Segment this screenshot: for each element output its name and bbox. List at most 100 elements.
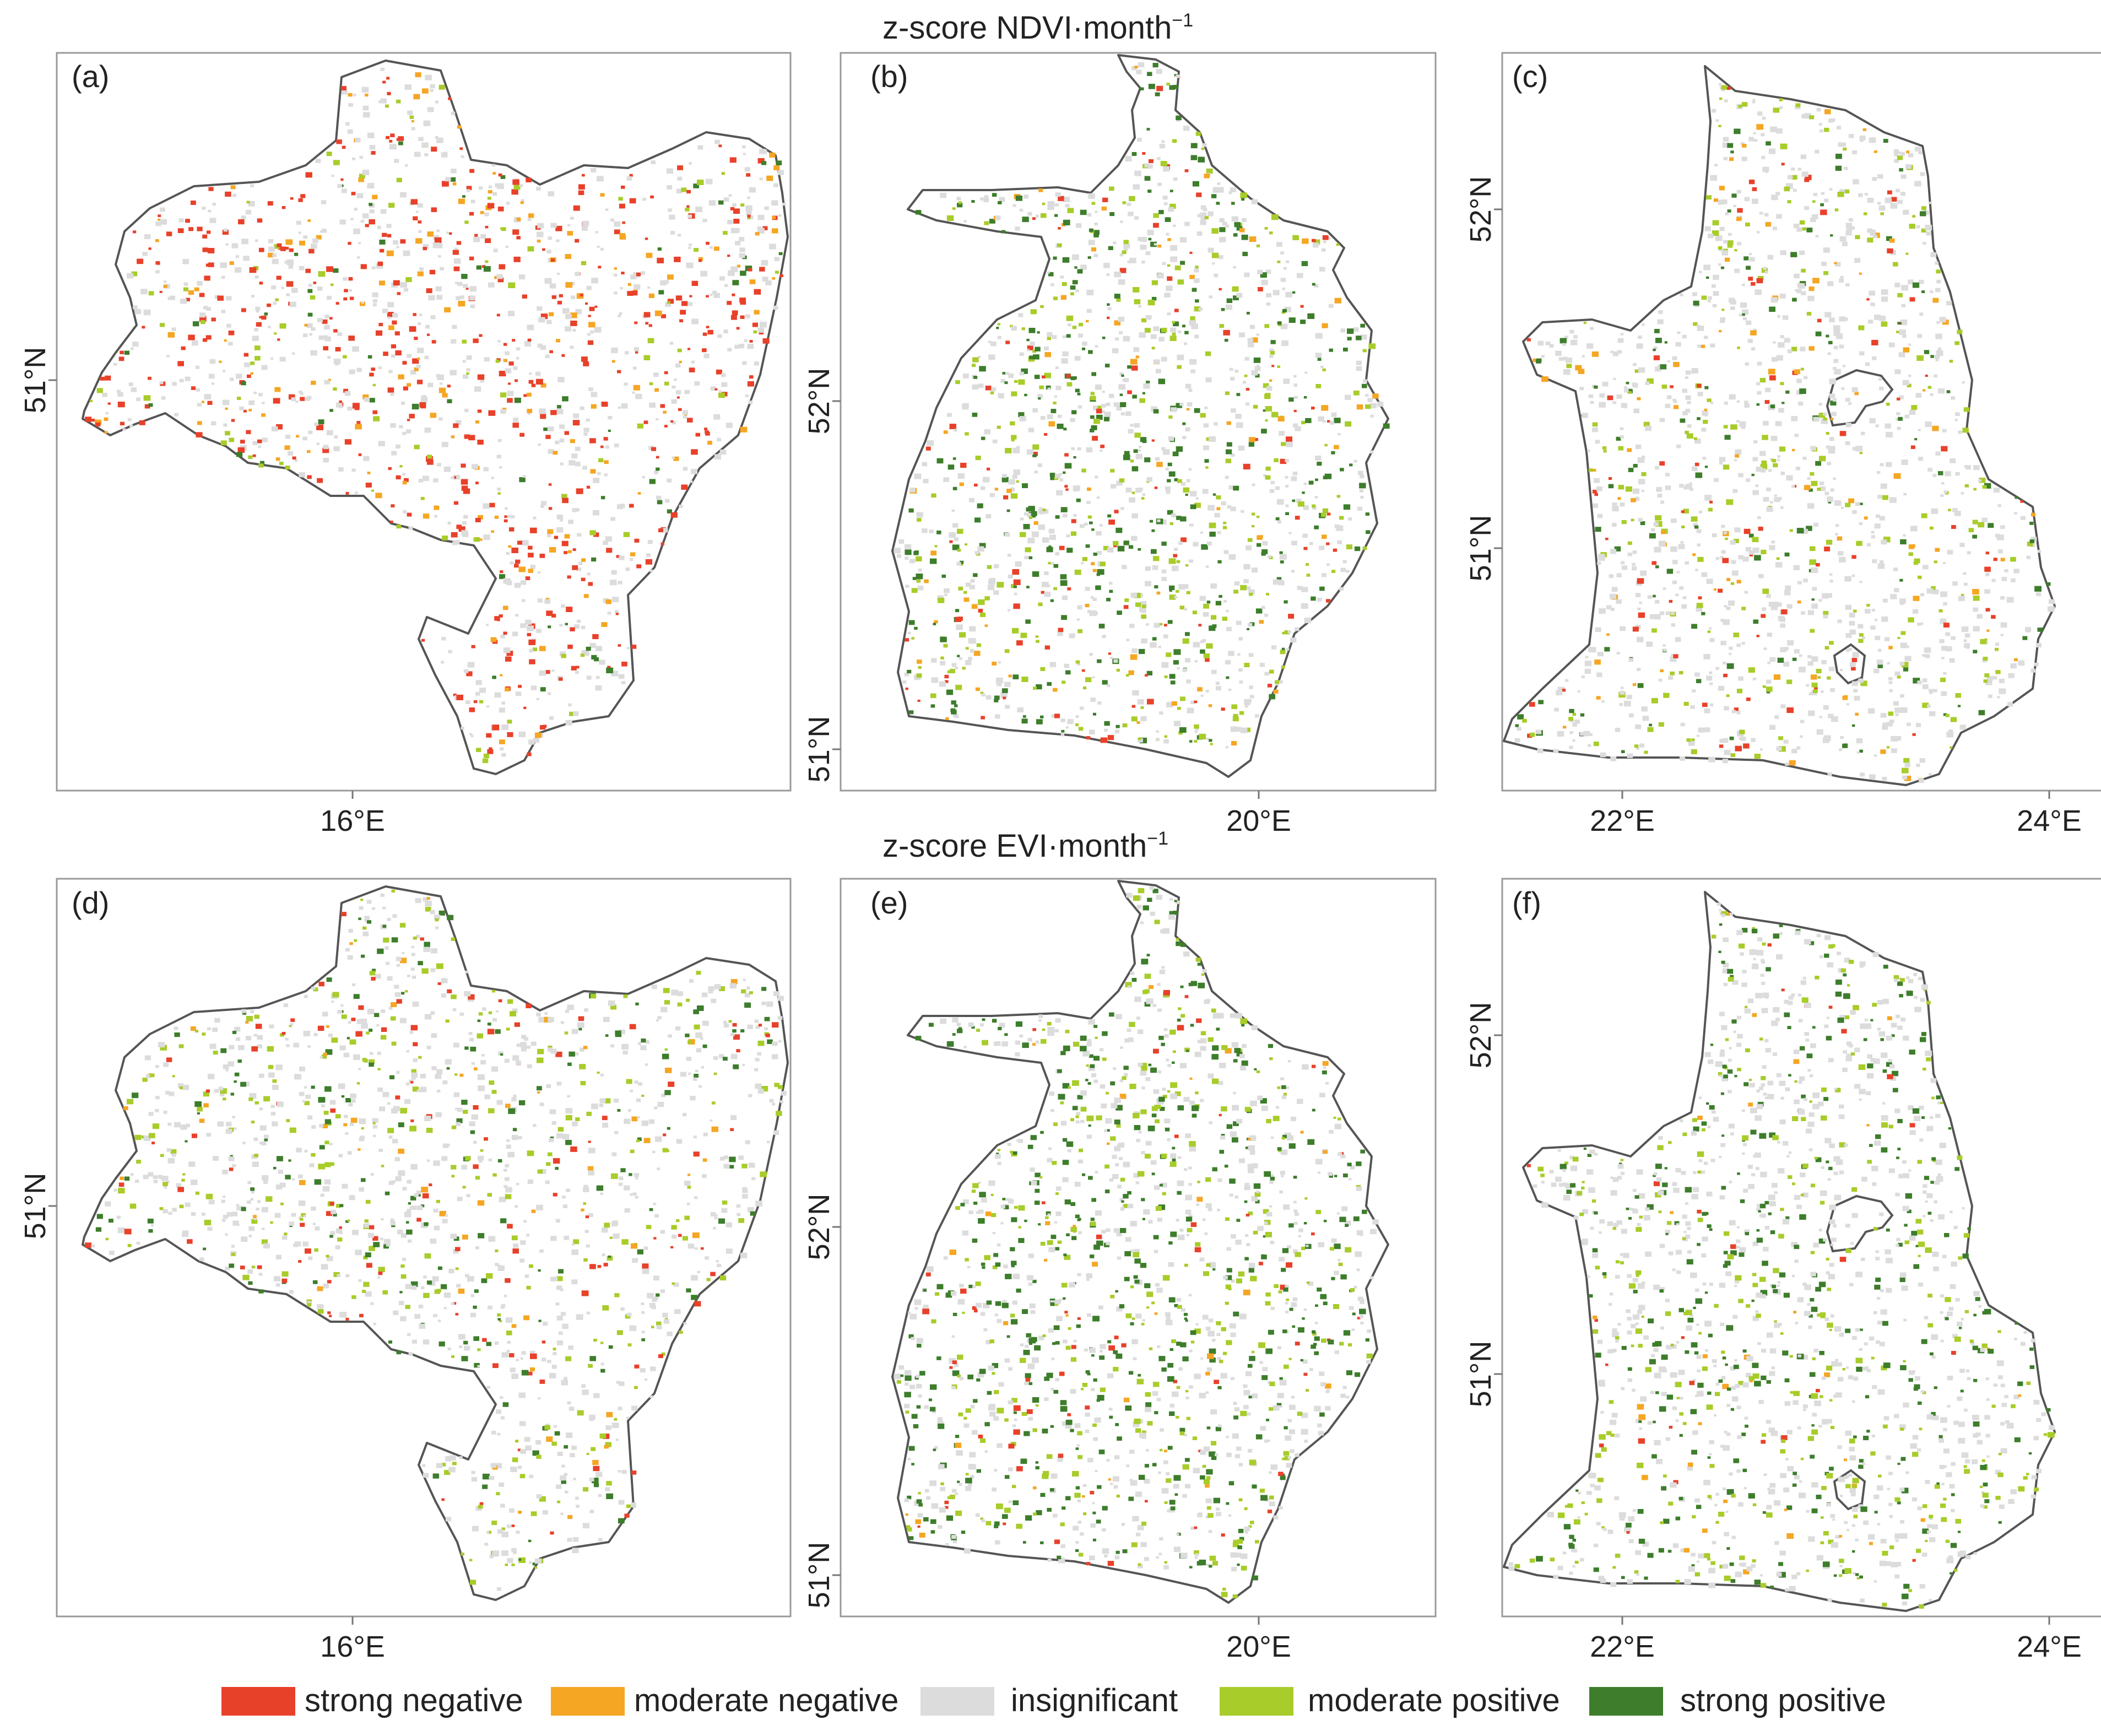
pixel-ins — [1687, 424, 1692, 428]
pixel-sn — [691, 449, 698, 455]
pixel-ins — [1639, 601, 1642, 604]
pixel-sp — [242, 1012, 247, 1015]
pixel-ins — [311, 244, 317, 249]
pixel-ins — [1830, 488, 1834, 492]
pixel-ins — [1140, 245, 1147, 250]
pixel-sp — [1694, 525, 1699, 529]
pixel-ins — [413, 1058, 418, 1062]
pixel-ins — [435, 1112, 442, 1117]
pixel-mp — [1741, 607, 1746, 610]
pixel-ins — [997, 336, 1001, 339]
pixel-mp — [1140, 706, 1144, 709]
pixel-sp — [1255, 374, 1260, 378]
pixel-mp — [1791, 347, 1797, 351]
pixel-ins — [1249, 685, 1253, 689]
pixel-mn — [399, 958, 407, 964]
pixel-sp — [1082, 347, 1086, 350]
pixel-mn — [934, 620, 938, 624]
pixel-ins — [573, 711, 579, 716]
pixel-mp — [505, 1564, 508, 1566]
pixel-sn — [508, 382, 511, 385]
pixel-ins — [1119, 331, 1123, 334]
pixel-ins — [2026, 555, 2031, 559]
pixel-sp — [1123, 540, 1129, 545]
pixel-sn — [634, 538, 640, 543]
pixel-ins — [223, 1064, 229, 1069]
pixel-ins — [571, 1029, 578, 1034]
pixel-sp — [718, 200, 724, 205]
pixel-sp — [973, 376, 978, 379]
pixel-ins — [438, 417, 443, 421]
pixel-mn — [413, 94, 420, 100]
pixel-ins — [1339, 587, 1344, 591]
pixel-ins — [1889, 689, 1893, 693]
pixel-ins — [1721, 250, 1729, 256]
pixel-sp — [1806, 228, 1813, 232]
pixel-ins — [436, 374, 440, 377]
pixel-mp — [965, 432, 969, 436]
pixel-ins — [1888, 342, 1895, 348]
pixel-ins — [687, 214, 692, 218]
pixel-ins — [1729, 394, 1736, 400]
pixel-ins — [1877, 202, 1881, 205]
pixel-sp — [1217, 560, 1222, 564]
pixel-ins — [1138, 62, 1145, 68]
pixel-sn — [277, 243, 282, 247]
pixel-sn — [1081, 669, 1085, 672]
pixel-ins — [1024, 555, 1028, 559]
pixel-sn — [1824, 547, 1831, 551]
pixel-ins — [272, 258, 279, 264]
pixel-ins — [1701, 572, 1708, 577]
pixel-ins — [1248, 342, 1254, 348]
pixel-mp — [1172, 332, 1176, 336]
pixel-sn — [246, 374, 251, 378]
pixel-ins — [1744, 197, 1750, 202]
pixel-sp — [1957, 705, 1961, 707]
pixel-ins — [1562, 356, 1568, 361]
pixel-mn — [667, 274, 674, 280]
pixel-ins — [387, 316, 391, 319]
pixel-sn — [1181, 537, 1187, 543]
pixel-sp — [1107, 514, 1112, 518]
pixel-sn — [246, 430, 251, 434]
pixel-ins — [1243, 579, 1249, 583]
pixel-ins — [1925, 224, 1932, 231]
pixel-ins — [582, 466, 587, 470]
pixel-ins — [953, 714, 957, 717]
pixel-ins — [1895, 713, 1899, 716]
pixel-ins — [1807, 295, 1815, 301]
pixel-ins — [1679, 586, 1683, 590]
pixel-ins — [1320, 365, 1324, 369]
pixel-ins — [735, 241, 741, 246]
pixel-sn — [1726, 86, 1731, 90]
pixel-sn — [1243, 463, 1250, 470]
pixel-ins — [725, 1222, 733, 1227]
pixel-sp — [1696, 679, 1702, 683]
pixel-ins — [1008, 554, 1011, 557]
pixel-ins — [1796, 378, 1802, 383]
pixel-mp — [487, 1193, 492, 1197]
pixel-mp — [508, 282, 516, 288]
pixel-ins — [633, 284, 641, 290]
pixel-ins — [1752, 101, 1755, 104]
pixel-mp — [747, 217, 751, 219]
pixel-ins — [595, 676, 600, 679]
pixel-mn — [439, 1210, 446, 1216]
pixel-ins — [1116, 480, 1123, 486]
pixel-ins — [2013, 569, 2019, 574]
pixel-mp — [984, 221, 989, 225]
pixel-ins — [1359, 489, 1363, 493]
pixel-ins — [1840, 275, 1844, 279]
pixel-mp — [1930, 526, 1934, 530]
pixel-mp — [254, 356, 261, 361]
pixel-sn — [593, 532, 599, 537]
pixel-mp — [1655, 515, 1662, 521]
pixel-ins — [782, 203, 786, 206]
pixel-sp — [1912, 282, 1920, 288]
pixel-mp — [289, 1025, 292, 1027]
pixel-ins — [1616, 599, 1622, 604]
pixel-sn — [648, 324, 652, 327]
pixel-ins — [1691, 368, 1698, 374]
pixel-ins — [1296, 273, 1303, 278]
pixel-ins — [1165, 486, 1171, 491]
